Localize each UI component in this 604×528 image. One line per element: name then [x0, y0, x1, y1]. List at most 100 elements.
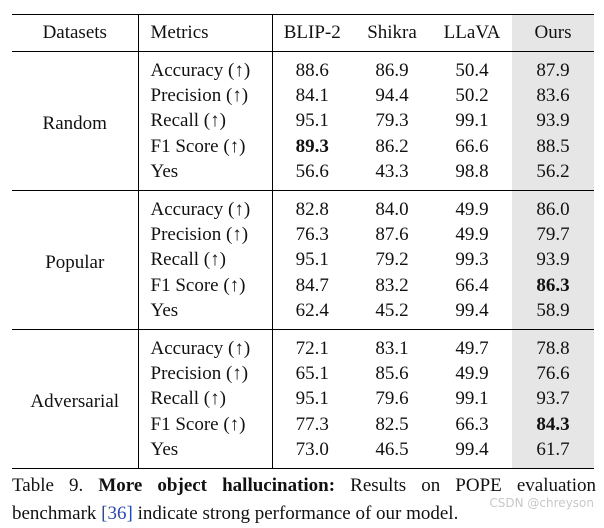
value-cell: 43.3	[352, 158, 432, 192]
value-cell: 66.6	[455, 135, 489, 157]
value-cell: 49.7	[455, 338, 489, 360]
value-cell: 86.9	[375, 60, 409, 81]
metric-label: Accuracy (↑)	[138, 51, 273, 84]
value-cell: 99.3	[455, 249, 489, 271]
header-datasets: Datasets	[12, 14, 139, 52]
value-cell: 89.3	[272, 134, 352, 159]
value-cell: 99.4	[432, 297, 512, 331]
metric-label: F1 Score (↑)	[138, 133, 273, 159]
ours-value-cell: 79.7	[512, 222, 594, 248]
metric-label: Recall (↑)	[138, 108, 273, 134]
table-row: Recall (↑) 95.1 79.3 99.1 93.9	[12, 108, 594, 134]
table-row: Random Accuracy (↑) 88.6 86.9 50.4 87.9	[12, 51, 594, 192]
table-row: Precision (↑) 65.1 85.6 49.9 76.6	[12, 361, 594, 387]
value-cell: 46.5	[352, 436, 432, 470]
table-caption: Table 9. More object hallucination: Resu…	[12, 472, 596, 528]
metric-label: Recall (↑)	[138, 386, 273, 412]
caption-label: Table 9.	[12, 475, 84, 496]
ours-value-cell: 84.3	[512, 411, 594, 437]
value-cell: 79.6	[375, 388, 409, 410]
metric-label: Precision (↑)	[138, 83, 273, 109]
value-cell: 86.2	[375, 135, 409, 157]
ours-value-cell: 56.2	[512, 158, 594, 192]
table-row: Precision (↑) 84.1 94.4 50.2 83.6	[12, 83, 594, 109]
ours-value-cell: 76.6	[512, 361, 594, 387]
value-cell: 95.1	[295, 110, 329, 132]
table-row: Recall (↑) 95.1 79.6 99.1 93.7	[12, 386, 594, 412]
header-shikra: Shikra	[352, 14, 432, 52]
header-ours: Ours	[512, 14, 594, 52]
best-value: 84.3	[536, 413, 570, 435]
results-table-container: Datasets Metrics BLIP-2 Shikra LLaVA Our…	[12, 14, 594, 470]
value-cell: 50.4	[455, 60, 489, 81]
value-cell: 79.3	[375, 110, 409, 132]
value-cell: 62.4	[272, 297, 352, 331]
metric-label: Yes	[138, 158, 273, 192]
header-blip2: BLIP-2	[272, 14, 352, 52]
value-cell: 77.3	[295, 413, 329, 435]
value-cell: 73.0	[272, 436, 352, 470]
metric-label: Recall (↑)	[138, 247, 273, 273]
metric-label: Accuracy (↑)	[138, 190, 273, 223]
value-cell: 83.2	[375, 274, 409, 296]
value-cell: 56.6	[272, 158, 352, 192]
best-value: 86.3	[536, 274, 570, 296]
value-cell: 95.1	[295, 249, 329, 271]
value-cell: 49.9	[455, 199, 489, 221]
metric-label: F1 Score (↑)	[138, 272, 273, 298]
value-cell: 99.1	[455, 388, 489, 410]
citation-link[interactable]: [36]	[101, 503, 133, 524]
value-cell: 50.2	[455, 85, 489, 107]
value-cell: 49.9	[455, 363, 489, 385]
header-row: Datasets Metrics BLIP-2 Shikra LLaVA Our…	[12, 14, 594, 52]
metric-label: Precision (↑)	[138, 222, 273, 248]
value-cell: 99.1	[455, 110, 489, 132]
table-row: Adversarial Accuracy (↑) 72.1 83.1 49.7 78.8	[12, 329, 594, 470]
value-cell: 84.7	[295, 274, 329, 296]
pope-results-table: Datasets Metrics BLIP-2 Shikra LLaVA Our…	[12, 14, 594, 470]
dataset-label: Random	[12, 51, 139, 192]
value-cell: 45.2	[352, 297, 432, 331]
caption-text-after: indicate strong performance of our model…	[132, 503, 459, 524]
watermark: CSDN @chreyson	[489, 496, 594, 510]
value-cell: 95.1	[295, 388, 329, 410]
ours-value-cell: 93.7	[512, 386, 594, 412]
value-cell: 66.4	[455, 274, 489, 296]
ours-value-cell: 88.5	[512, 133, 594, 159]
value-cell: 82.8	[295, 199, 329, 221]
ours-value-cell: 83.6	[512, 83, 594, 109]
dataset-label: Adversarial	[12, 329, 139, 470]
ours-value-cell: 86.3	[512, 272, 594, 298]
value-cell: 84.0	[375, 199, 409, 221]
table-row: Yes 62.4 45.2 99.4 58.9	[12, 297, 594, 331]
value-cell: 72.1	[295, 338, 329, 360]
ours-value-cell: 58.9	[512, 297, 594, 331]
value-cell: 65.1	[295, 363, 329, 385]
ours-value-cell: 61.7	[512, 436, 594, 470]
value-cell: 79.2	[375, 249, 409, 271]
table-row: Yes 56.6 43.3 98.8 56.2	[12, 158, 594, 192]
value-cell: 98.8	[432, 158, 512, 192]
value-cell: 94.4	[375, 85, 409, 107]
value-cell: 99.4	[432, 436, 512, 470]
value-cell: 76.3	[295, 224, 329, 246]
table-row: F1 Score (↑) 84.7 83.2 66.4 86.3	[12, 272, 594, 298]
dataset-label: Popular	[12, 190, 139, 331]
table-row: Popular Accuracy (↑) 82.8 84.0 49.9 86.0	[12, 190, 594, 331]
metric-label: Yes	[138, 297, 273, 331]
ours-value-cell: 78.8	[512, 329, 594, 362]
header-llava: LLaVA	[432, 14, 512, 52]
best-value: 89.3	[295, 135, 329, 157]
value-cell: 66.3	[455, 413, 489, 435]
ours-value-cell: 93.9	[512, 108, 594, 134]
metric-label: Precision (↑)	[138, 361, 273, 387]
value-cell: 84.1	[295, 85, 329, 107]
value-cell: 49.9	[455, 224, 489, 246]
ours-value-cell: 87.9	[512, 51, 594, 84]
header-metrics: Metrics	[138, 14, 273, 52]
value-cell: 85.6	[375, 363, 409, 385]
table-row: F1 Score (↑) 77.3 82.5 66.3 84.3	[12, 411, 594, 437]
metric-label: Yes	[138, 436, 273, 470]
caption-title: More object hallucination:	[98, 475, 336, 496]
value-cell: 83.1	[375, 338, 409, 360]
